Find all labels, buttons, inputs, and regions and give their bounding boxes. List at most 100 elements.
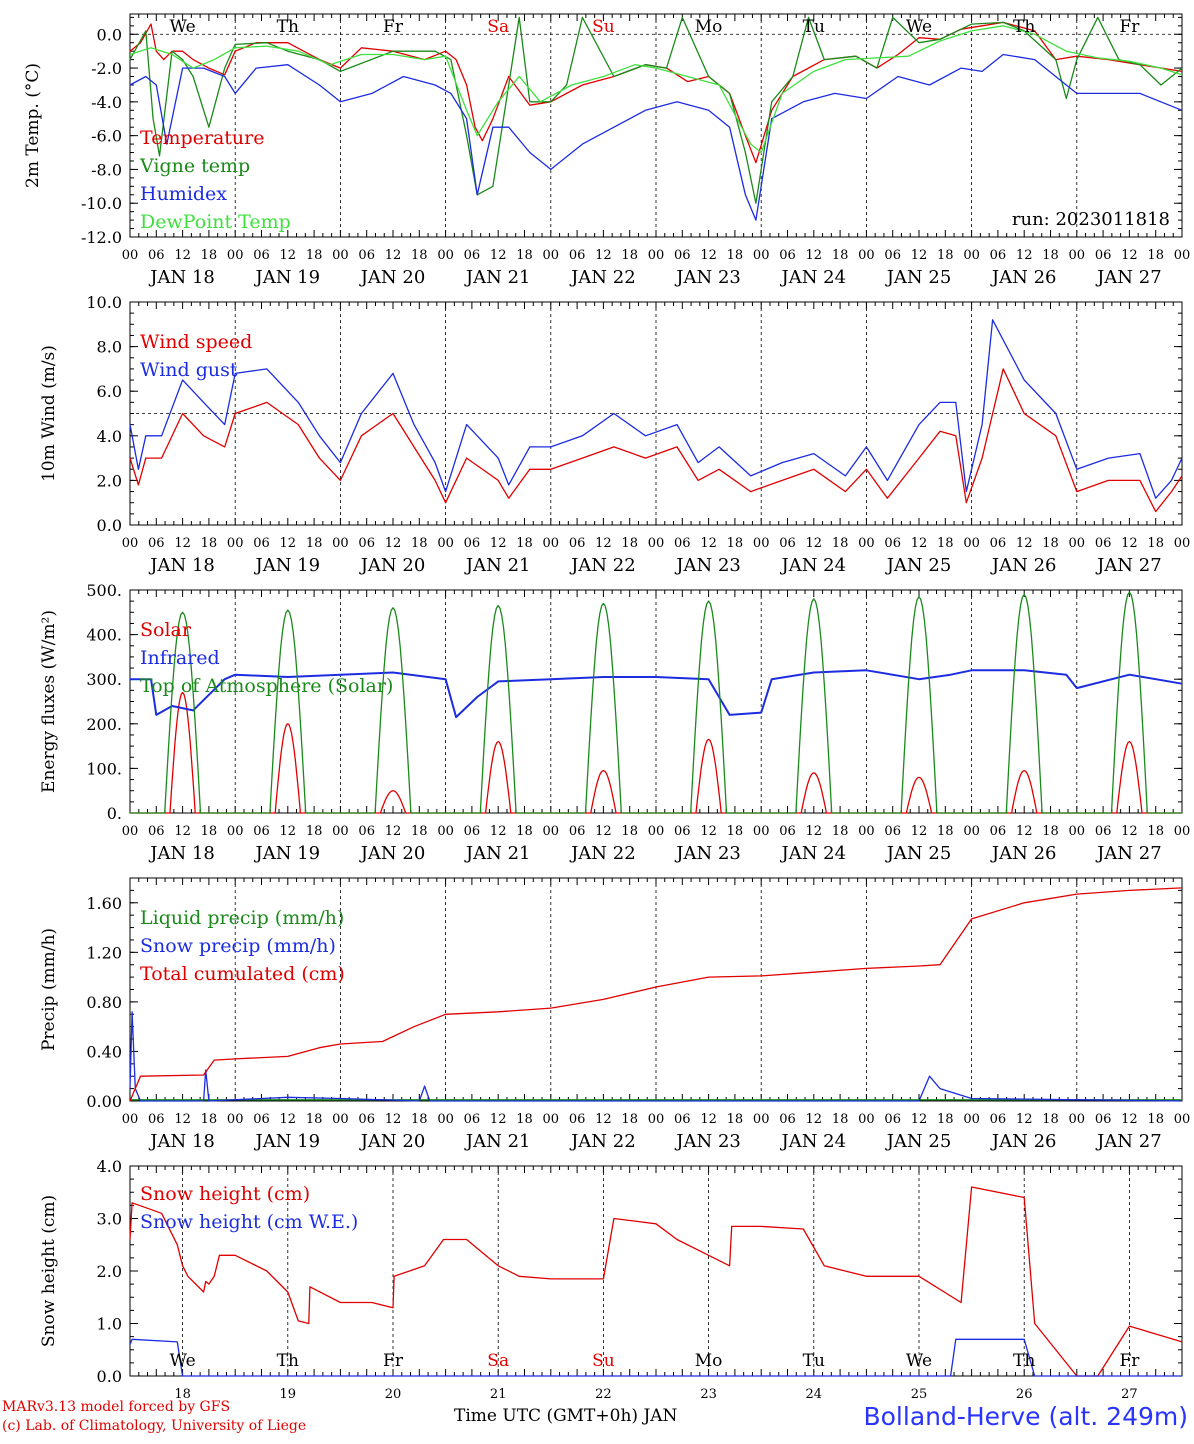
date-label: JAN 22 bbox=[569, 267, 636, 288]
hour-tick-label: 18 bbox=[306, 536, 323, 551]
day-number-label: 25 bbox=[911, 1387, 928, 1402]
hour-tick-label: 12 bbox=[385, 536, 402, 551]
hour-tick-label: 18 bbox=[1147, 248, 1164, 263]
series-line-wind-speed bbox=[129, 368, 1183, 513]
day-name-label: Fr bbox=[383, 1351, 404, 1371]
date-label: JAN 18 bbox=[148, 843, 215, 864]
panel-frame bbox=[129, 13, 1183, 238]
hour-tick-label: 00 bbox=[648, 824, 665, 839]
hour-tick-label: 12 bbox=[595, 248, 612, 263]
y-tick-label: 0. bbox=[107, 804, 122, 823]
hour-tick-label: 06 bbox=[779, 248, 796, 263]
hour-tick-label: 00 bbox=[753, 824, 770, 839]
hour-tick-label: 12 bbox=[385, 248, 402, 263]
day-number-label: 27 bbox=[1121, 1387, 1138, 1402]
series-line-dewpoint-temp bbox=[129, 25, 1183, 154]
day-name-label: We bbox=[170, 17, 196, 37]
hour-tick-label: 06 bbox=[674, 824, 691, 839]
hour-tick-label: 00 bbox=[227, 248, 244, 263]
hour-tick-label: 06 bbox=[884, 536, 901, 551]
hour-tick-label: 12 bbox=[911, 536, 928, 551]
hour-tick-label: 12 bbox=[1121, 824, 1138, 839]
hour-tick-label: 18 bbox=[306, 248, 323, 263]
hour-tick-label: 00 bbox=[1069, 248, 1086, 263]
date-label: JAN 20 bbox=[359, 555, 426, 576]
hour-tick-label: 06 bbox=[990, 1112, 1007, 1127]
y-axis-label: 2m Temp. (°C) bbox=[23, 63, 43, 188]
hour-tick-label: 18 bbox=[937, 248, 954, 263]
hour-tick-label: 12 bbox=[280, 248, 297, 263]
day-number-label: 24 bbox=[806, 1387, 823, 1402]
hour-tick-label: 06 bbox=[464, 824, 481, 839]
hour-tick-label: 06 bbox=[1095, 248, 1112, 263]
hour-tick-label: 18 bbox=[832, 824, 849, 839]
hour-tick-label: 06 bbox=[464, 1112, 481, 1127]
legend-entry: Snow height (cm W.E.) bbox=[140, 1211, 358, 1233]
legend-entry: Snow precip (mm/h) bbox=[140, 935, 336, 957]
y-tick-label: 0.80 bbox=[86, 993, 122, 1012]
legend-entry: Snow height (cm) bbox=[140, 1183, 310, 1205]
series-line-total-cumulated-cm- bbox=[129, 887, 1183, 1102]
day-number-label: 19 bbox=[280, 1387, 297, 1402]
day-name-label: We bbox=[170, 1351, 196, 1371]
hour-tick-label: 00 bbox=[122, 1112, 139, 1127]
day-name-label: Sa bbox=[487, 17, 509, 37]
series-line-humidex bbox=[129, 53, 1183, 221]
hour-tick-label: 06 bbox=[674, 1112, 691, 1127]
hour-tick-label: 18 bbox=[201, 824, 218, 839]
hour-tick-label: 12 bbox=[1016, 1112, 1033, 1127]
hour-tick-label: 12 bbox=[385, 1112, 402, 1127]
y-tick-label: 0.00 bbox=[86, 1092, 122, 1111]
hour-tick-label: 18 bbox=[411, 1112, 428, 1127]
day-name-label: Th bbox=[277, 1351, 299, 1371]
day-number-label: 26 bbox=[1016, 1387, 1033, 1402]
hour-tick-label: 06 bbox=[464, 536, 481, 551]
hour-tick-label: 00 bbox=[1174, 1112, 1191, 1127]
hour-tick-label: 00 bbox=[543, 1112, 560, 1127]
y-tick-label: 10.0 bbox=[86, 293, 122, 312]
series-line-infrared bbox=[130, 669, 1183, 719]
date-label: JAN 27 bbox=[1095, 555, 1162, 576]
day-number-label: 22 bbox=[595, 1387, 612, 1402]
hour-tick-label: 00 bbox=[227, 536, 244, 551]
date-label: JAN 23 bbox=[674, 267, 741, 288]
day-name-label: Th bbox=[1013, 17, 1035, 37]
legend-entry: Vigne temp bbox=[139, 155, 250, 177]
date-label: JAN 20 bbox=[359, 267, 426, 288]
hour-tick-label: 18 bbox=[411, 824, 428, 839]
y-tick-label: 0.40 bbox=[86, 1042, 122, 1061]
date-label: JAN 25 bbox=[885, 1131, 952, 1152]
day-number-label: 18 bbox=[174, 1387, 191, 1402]
hour-tick-label: 18 bbox=[621, 248, 638, 263]
hour-tick-label: 06 bbox=[148, 1112, 165, 1127]
hour-tick-label: 12 bbox=[700, 536, 717, 551]
y-tick-label: 100. bbox=[86, 759, 122, 778]
y-tick-label: 1.20 bbox=[86, 943, 122, 962]
y-tick-label: 1.0 bbox=[97, 1315, 122, 1334]
hour-tick-label: 06 bbox=[990, 248, 1007, 263]
hour-tick-label: 00 bbox=[858, 248, 875, 263]
hour-tick-label: 06 bbox=[358, 824, 375, 839]
date-label: JAN 26 bbox=[990, 267, 1057, 288]
panel-frame bbox=[129, 589, 1183, 814]
legend-entry: Temperature bbox=[140, 127, 264, 149]
series-line-vigne-temp bbox=[129, 16, 1183, 204]
date-label: JAN 18 bbox=[148, 1131, 215, 1152]
series-line-wind-gust bbox=[129, 319, 1183, 499]
day-name-label: Su bbox=[592, 17, 615, 37]
y-tick-label: -2.0 bbox=[91, 59, 122, 78]
hour-tick-label: 06 bbox=[569, 536, 586, 551]
date-label: JAN 20 bbox=[359, 843, 426, 864]
hour-tick-label: 06 bbox=[674, 248, 691, 263]
day-name-label: Fr bbox=[383, 17, 404, 37]
hour-tick-label: 12 bbox=[1016, 824, 1033, 839]
hour-tick-label: 18 bbox=[621, 824, 638, 839]
hour-tick-label: 12 bbox=[280, 824, 297, 839]
hour-tick-label: 00 bbox=[1069, 536, 1086, 551]
hour-tick-label: 06 bbox=[1095, 824, 1112, 839]
hour-tick-label: 00 bbox=[122, 536, 139, 551]
date-label: JAN 24 bbox=[780, 555, 847, 576]
hour-tick-label: 00 bbox=[437, 248, 454, 263]
y-tick-label: -8.0 bbox=[91, 160, 122, 179]
hour-tick-label: 06 bbox=[990, 824, 1007, 839]
